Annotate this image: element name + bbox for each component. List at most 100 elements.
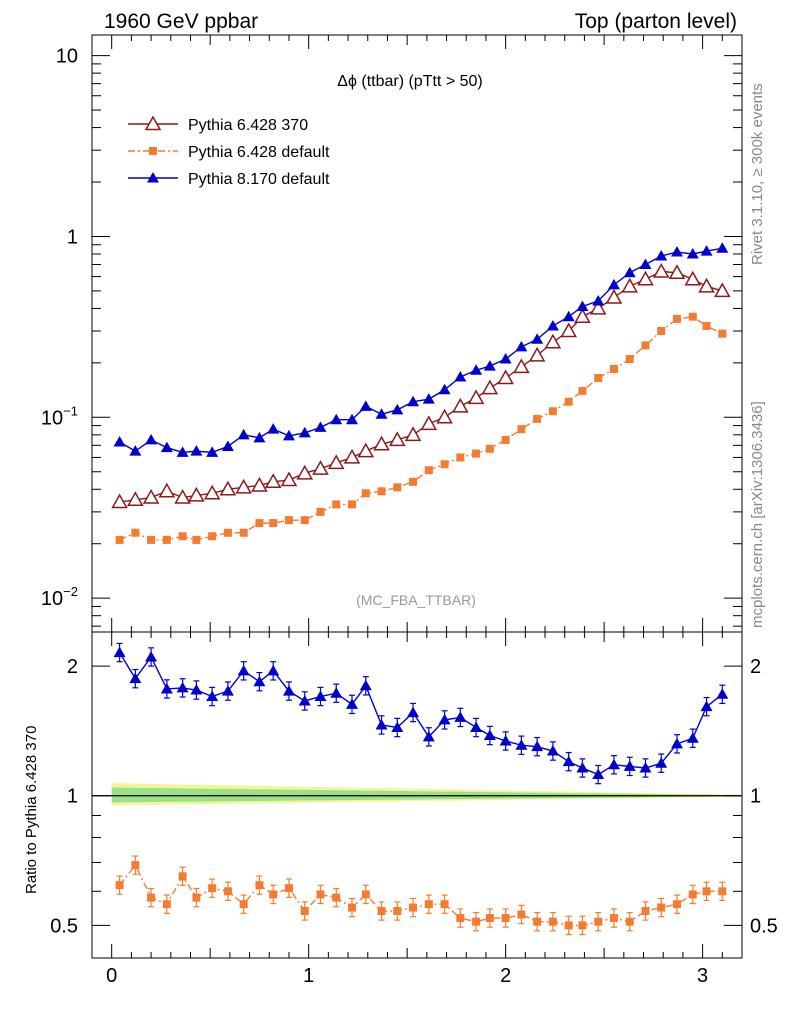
ratio-point [314,690,327,701]
data-point [282,429,295,441]
ratio-point [147,893,156,902]
series-1 [115,312,727,544]
ratio-point [359,679,372,691]
ratio-point [531,740,544,752]
ratio-point [424,900,433,909]
ratio-point [330,687,343,698]
ratio-point [206,690,219,701]
data-point [544,333,562,349]
ratio-point [700,700,713,712]
ratio-point [609,914,618,923]
ratio-point [470,721,483,733]
data-point [452,397,469,413]
ratio-point [625,917,634,926]
header-right: Top (parton level) [575,10,737,33]
data-point [359,400,372,411]
ratio-point [346,698,358,709]
data-point [657,327,666,336]
main-title: Δϕ (ttbar) (pTtt > 50) [337,73,482,90]
data-point [592,294,605,306]
ratio-point [160,682,173,694]
data-point [393,483,402,492]
series-0 [111,262,731,509]
legend-entry: Pythia 6.428 370 [128,115,308,134]
data-point [623,266,636,278]
ratio-point [409,903,418,912]
data-point [481,379,499,395]
data-point [422,393,435,404]
ratio-point [546,745,559,756]
data-point [718,329,727,338]
ratio-point [237,664,250,676]
series-2 [113,242,729,457]
data-point [467,389,485,405]
ratio-point [113,646,126,658]
ratio-point [673,900,681,909]
data-point [131,528,140,537]
ratio-point [501,914,510,923]
header-left: 1960 GeV ppbar [104,10,258,33]
data-point [237,428,250,440]
ratio-point [592,768,605,780]
data-point [373,435,390,451]
data-point [296,464,314,480]
ratio-point [576,761,589,773]
data-point [576,300,589,311]
main-y-tick-label: 10−1 [41,403,78,429]
ratio-point [361,890,370,899]
data-point [162,535,171,544]
ratio-point [162,900,171,909]
data-point [188,486,205,502]
ratio-point [456,914,465,923]
data-point [420,415,438,431]
ratio-point [671,737,683,749]
data-point [454,371,467,382]
data-point [348,500,356,509]
data-point [501,435,510,444]
data-point [546,319,559,331]
ratio-point [239,900,248,909]
data-point [219,480,237,496]
ratio-point [269,890,278,899]
ratio-y-tick-label: 2 [67,656,78,678]
data-point [639,258,652,269]
ratio-y-tick-label-right: 1 [750,786,761,808]
legend-marker [149,147,157,155]
ratio-point [176,681,189,693]
ratio-point [718,887,727,896]
data-point [578,386,587,395]
data-point [235,478,252,494]
data-point [312,460,329,475]
data-point [655,249,668,261]
main-y-tick-label: 10 [56,46,78,68]
data-point [589,299,607,315]
data-point [330,413,343,425]
ratio-y-tick-label-right: 2 [750,656,761,678]
data-point [517,425,526,434]
main-watermark: (MC_FBA_TTBAR) [356,592,476,608]
data-point [316,507,325,516]
ratio-point [332,893,341,902]
ratio-point [517,910,526,919]
ratio-line [119,863,723,927]
data-point [269,519,278,528]
data-point [267,423,280,434]
ratio-point [422,730,435,742]
ratio-point [223,887,232,896]
ratio-point [499,735,512,746]
data-point [515,340,528,352]
data-point [158,482,176,498]
data-point [438,383,451,395]
ratio-point [594,917,603,926]
data-point [533,414,542,423]
data-point [621,277,639,293]
ratio-point [190,684,203,695]
legend-entry: Pythia 8.170 default [128,171,330,188]
ratio-point [375,718,388,730]
data-point [346,413,358,425]
data-point [404,426,422,442]
main-panel: 10 1 10−1 10−2 Δϕ (ttbar) (pTtt > 50) (MC_F… [41,34,743,633]
ratio-point [623,760,636,771]
data-point [607,278,620,290]
band-inner [111,787,743,803]
